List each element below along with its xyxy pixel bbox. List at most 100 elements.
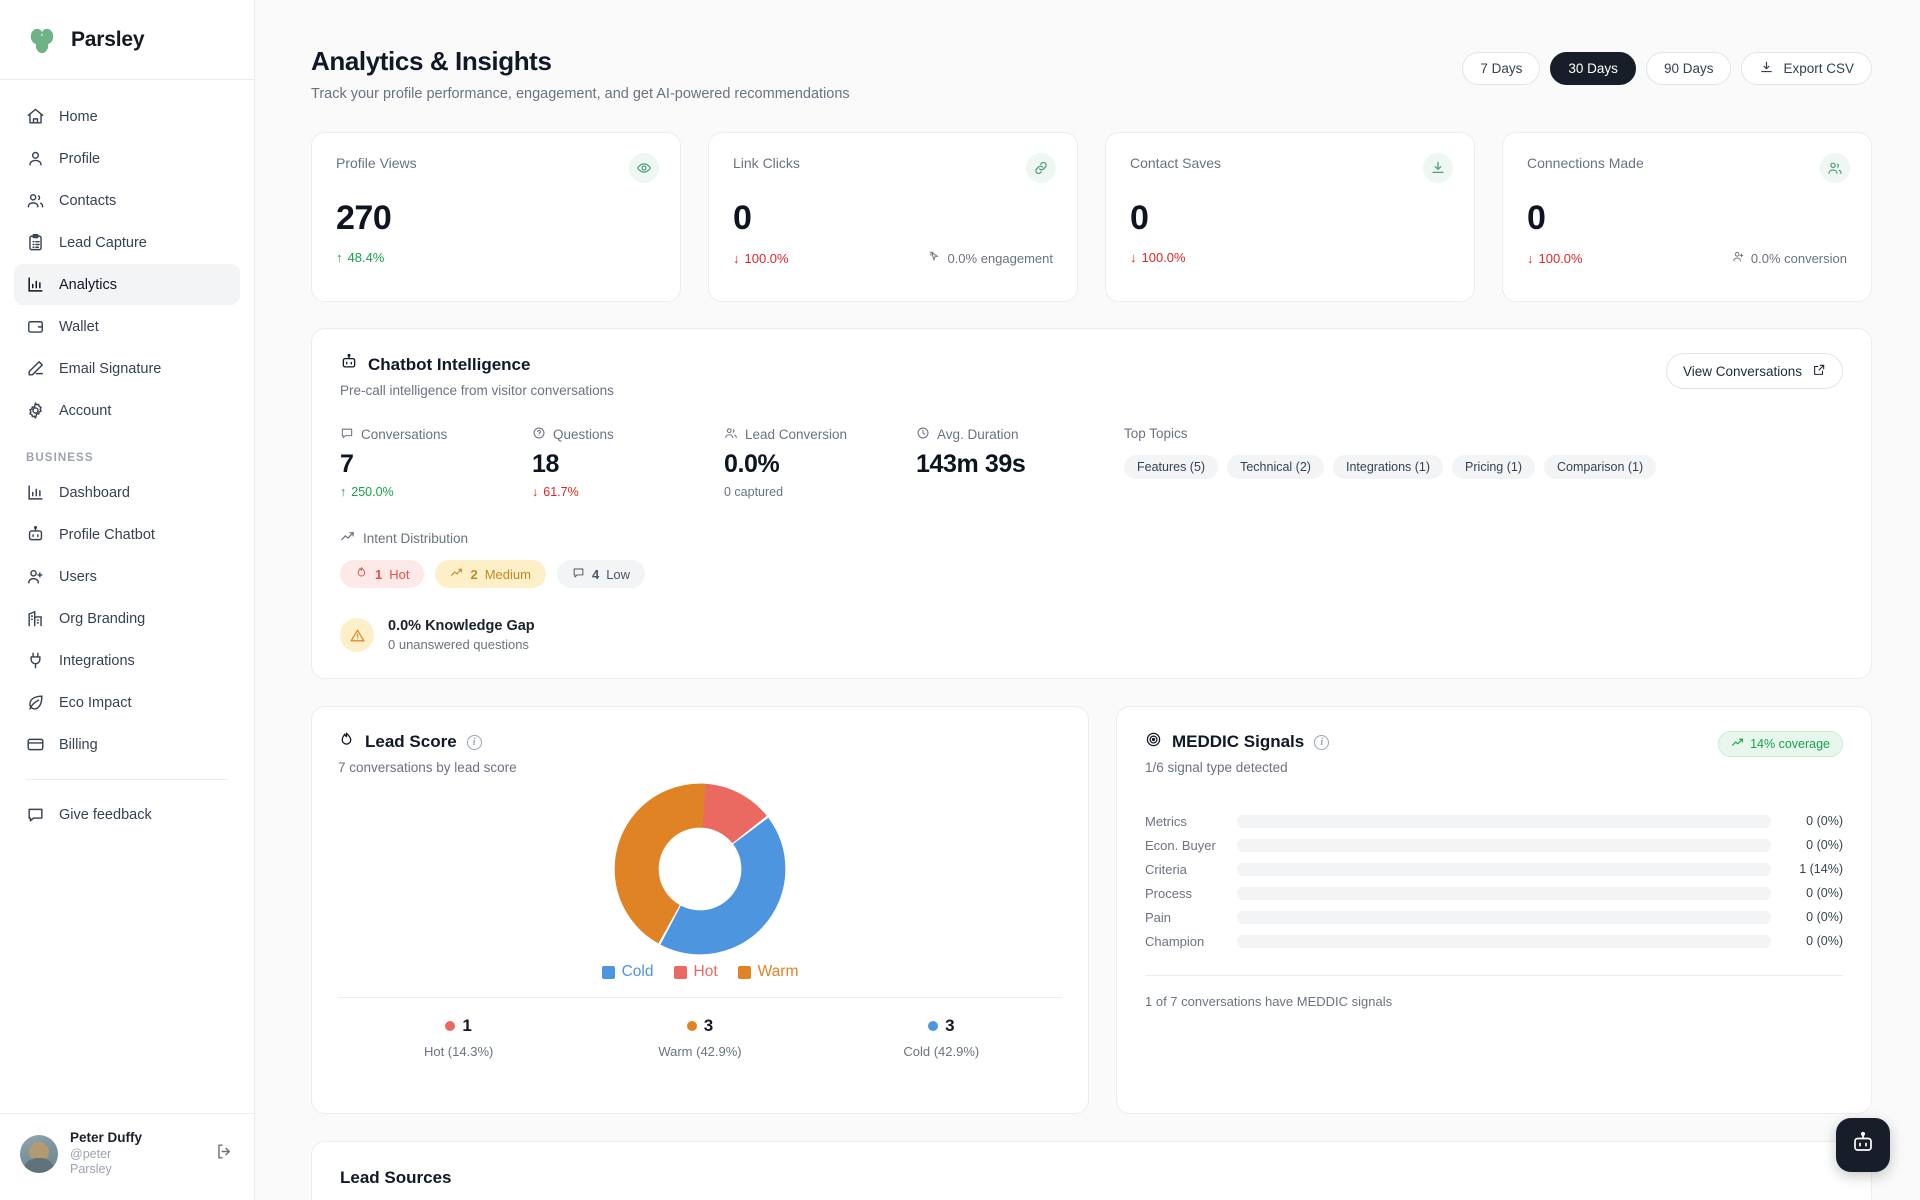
sidebar-item-label: Analytics <box>59 276 118 293</box>
sidebar-item-profile[interactable]: Profile <box>14 138 240 179</box>
info-icon[interactable]: i <box>1314 734 1330 750</box>
knowledge-gap-row: 0.0% Knowledge Gap 0 unanswered question… <box>340 618 1843 652</box>
meddic-row: Process 0 (0%) <box>1145 881 1843 905</box>
kpi-extra: 0.0% conversion <box>1732 250 1847 266</box>
intent-chip-medium[interactable]: 2 Medium <box>435 560 546 588</box>
meddic-row-value: 1 (14%) <box>1799 862 1843 876</box>
meddic-subtitle: 1/6 signal type detected <box>1145 760 1288 775</box>
view-conversations-button[interactable]: View Conversations <box>1665 353 1843 389</box>
sidebar-item-users[interactable]: Users <box>14 556 240 597</box>
kpi-delta: ↓ 100.0% <box>1527 251 1583 266</box>
chat-fab-button[interactable] <box>1836 1118 1890 1172</box>
robot-icon <box>340 353 358 376</box>
kpi-label: Link Clicks <box>733 155 800 171</box>
legend-item-cold[interactable]: Cold <box>601 963 654 981</box>
sidebar-item-give-feedback[interactable]: Give feedback <box>14 794 240 835</box>
intent-chip-hot[interactable]: 1 Hot <box>340 560 425 588</box>
top-topics-label: Top Topics <box>1124 426 1188 441</box>
sidebar-item-dashboard[interactable]: Dashboard <box>14 472 240 513</box>
brand-name: Parsley <box>71 27 145 51</box>
arrow-up-icon: ↑ <box>336 250 343 265</box>
sidebar-item-org-branding[interactable]: Org Branding <box>14 598 240 639</box>
info-icon[interactable]: i <box>466 734 482 750</box>
sidebar-item-label: Billing <box>59 736 98 753</box>
users-icon <box>1820 153 1850 183</box>
target-icon <box>1145 731 1162 753</box>
sidebar-item-analytics[interactable]: Analytics <box>14 264 240 305</box>
sidebar-item-wallet[interactable]: Wallet <box>14 306 240 347</box>
arrow-down-icon: ↓ <box>1527 250 1534 266</box>
legend-item-warm[interactable]: Warm <box>737 963 798 981</box>
sidebar-item-contacts[interactable]: Contacts <box>14 180 240 221</box>
sidebar-item-label: Integrations <box>59 652 135 669</box>
lead-meddic-row: Lead Score i 7 conversations by lead sco… <box>311 706 1872 1114</box>
coverage-badge: 14% coverage <box>1718 731 1843 757</box>
sidebar-item-billing[interactable]: Billing <box>14 724 240 765</box>
stat-label: Questions <box>553 427 614 442</box>
range-30-days[interactable]: 30 Days <box>1550 52 1636 85</box>
chatbot-stats: Conversations 7 ↑ 250.0% Questions 18 <box>340 426 1843 499</box>
coverage-badge-label: 14% coverage <box>1750 737 1830 751</box>
contacts-icon <box>26 191 45 210</box>
meddic-header: MEDDIC Signals i 1/6 signal type detecte… <box>1145 731 1843 775</box>
legend-item-hot[interactable]: Hot <box>673 963 718 981</box>
range-7-days[interactable]: 7 Days <box>1462 52 1541 85</box>
meddic-row-track <box>1237 814 1771 828</box>
lead-score-title: Lead Score <box>365 732 457 751</box>
topic-chip[interactable]: Features (5) <box>1124 455 1219 479</box>
topic-chip[interactable]: Integrations (1) <box>1332 455 1444 479</box>
meddic-row-track <box>1237 910 1771 924</box>
chatbot-title: Chatbot Intelligence <box>368 354 531 374</box>
export-csv-button[interactable]: Export CSV <box>1741 52 1872 85</box>
kpi-card-connections-made: Connections Made 0 ↓ 100.0% 0.0% convers… <box>1502 132 1872 302</box>
range-90-days[interactable]: 90 Days <box>1645 52 1732 85</box>
flame-icon <box>355 566 368 582</box>
intent-count: 1 <box>375 566 383 582</box>
topic-chip[interactable]: Pricing (1) <box>1452 455 1536 479</box>
lead-score-title-row: Lead Score i <box>338 731 1062 753</box>
trend-up-icon <box>340 529 355 547</box>
topic-chip[interactable]: Comparison (1) <box>1544 455 1657 479</box>
sidebar-item-label: Lead Capture <box>59 234 147 251</box>
chatbot-title-row: Chatbot Intelligence <box>340 353 614 376</box>
stat-label: Conversations <box>361 427 448 442</box>
sidebar-item-eco-impact[interactable]: Eco Impact <box>14 682 240 723</box>
meddic-row: Metrics 0 (0%) <box>1145 809 1843 833</box>
plug-icon <box>26 651 45 670</box>
user-plus-icon <box>26 567 45 586</box>
meddic-signals-card: MEDDIC Signals i 1/6 signal type detecte… <box>1116 706 1872 1114</box>
sidebar-item-label: Give feedback <box>59 806 152 823</box>
logout-icon[interactable] <box>215 1142 234 1166</box>
kpi-row: Profile Views 270 ↑ 48.4% Link Clicks 0 … <box>311 132 1872 302</box>
page-header-text: Analytics & Insights Track your profile … <box>311 46 850 102</box>
sidebar-item-lead-capture[interactable]: Lead Capture <box>14 222 240 263</box>
stat-value: 143m 39s <box>916 450 1026 478</box>
date-range-group: 7 Days 30 Days 90 Days Export CSV <box>1462 52 1872 85</box>
meddic-row-value: 0 (0%) <box>1806 886 1843 900</box>
lead-score-count: 3 <box>945 1016 955 1035</box>
lead-score-card: Lead Score i 7 conversations by lead sco… <box>311 706 1089 1114</box>
chatbot-header-text: Chatbot Intelligence Pre-call intelligen… <box>340 353 614 398</box>
sidebar-item-email-signature[interactable]: Email Signature <box>14 348 240 389</box>
sidebar-item-integrations[interactable]: Integrations <box>14 640 240 681</box>
sidebar-item-account[interactable]: Account <box>14 390 240 431</box>
sidebar-item-label: Eco Impact <box>59 694 132 711</box>
stat-delta: ↓ 61.7% <box>532 485 724 499</box>
meddic-row-track <box>1237 886 1771 900</box>
topic-chip[interactable]: Technical (2) <box>1227 455 1324 479</box>
lead-score-caption: Warm (42.9%) <box>658 1044 742 1059</box>
sidebar-item-label: Email Signature <box>59 360 162 377</box>
sidebar-item-profile-chatbot[interactable]: Profile Chatbot <box>14 514 240 555</box>
sidebar-item-home[interactable]: Home <box>14 96 240 137</box>
intent-count: 2 <box>470 566 478 582</box>
user-icon <box>26 149 45 168</box>
sidebar-user-box[interactable]: Peter Duffy @peter Parsley <box>0 1112 254 1200</box>
sidebar-item-label: Org Branding <box>59 610 146 627</box>
stat-delta-value: 61.7% <box>543 485 579 499</box>
brand[interactable]: Parsley <box>0 0 254 80</box>
lead-score-count-row: 3 <box>821 1016 1062 1036</box>
kpi-delta-value: 100.0% <box>1538 250 1583 266</box>
kpi-value: 270 <box>336 199 392 237</box>
intent-chip-low[interactable]: 4 Low <box>556 560 646 588</box>
user-org: Parsley <box>70 1162 112 1177</box>
